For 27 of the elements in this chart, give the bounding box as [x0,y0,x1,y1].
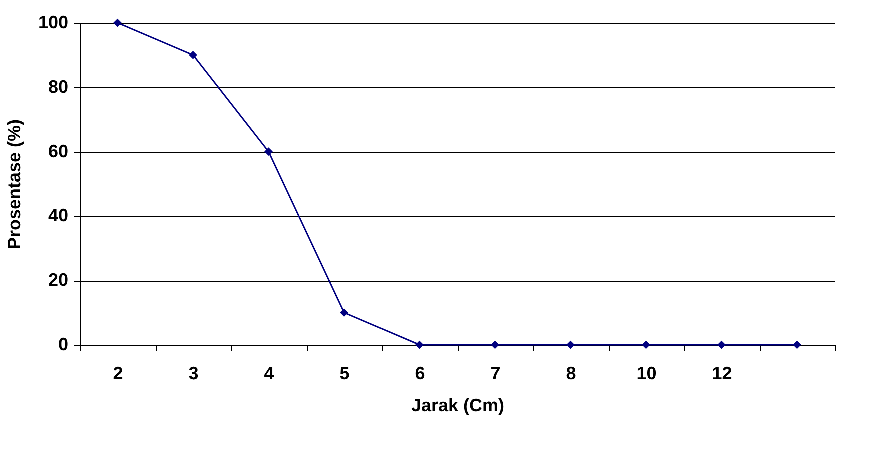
y-tick-label: 40 [48,206,68,226]
point [340,308,348,317]
y-tick-label: 100 [38,12,68,32]
point [566,340,575,350]
point [114,18,122,28]
y-tick-label: 0 [58,334,68,354]
point [718,340,726,350]
point [416,340,424,350]
x-tick-label: 8 [566,364,576,384]
x-tick-label: 4 [264,364,274,384]
x-tick-label: 12 [712,364,732,384]
x-tick-label: 3 [188,364,199,384]
x-tick-label: 10 [636,364,657,384]
y-tick-label: 20 [48,270,68,290]
x-tick-label: 5 [340,364,350,384]
x-tick-label: 2 [113,364,124,384]
x-tick-label: 7 [490,364,501,384]
point [189,51,198,60]
y-tick-label: 60 [48,141,68,162]
y-tick-label: 80 [48,76,68,97]
x-axis-title: Jarak (Cm) [411,396,505,416]
point [264,148,273,156]
x-tick-label: 6 [415,364,426,384]
y-axis-title: Prosentase (%) [4,119,24,250]
point [491,340,500,350]
point [642,340,650,350]
point [793,340,802,350]
